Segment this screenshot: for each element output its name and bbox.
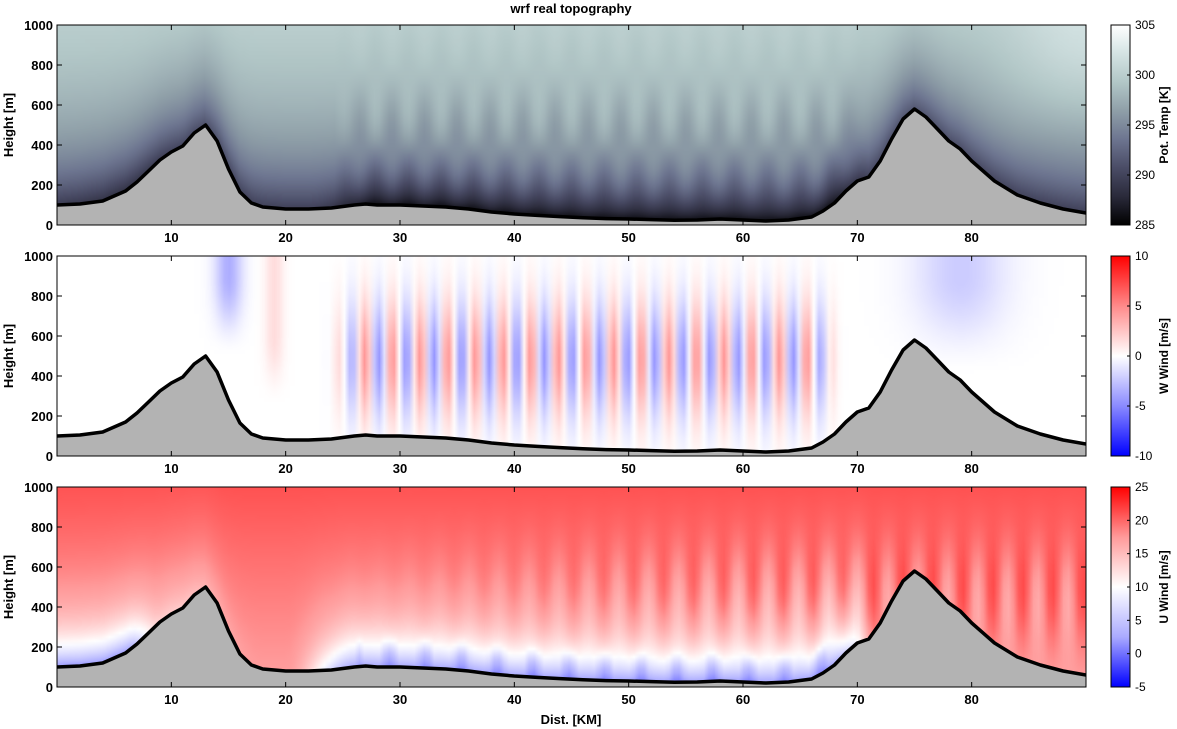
y-axis-label: Height [m] (1, 93, 16, 157)
y-axis-label: Height [m] (1, 324, 16, 388)
x-tick-label: 10 (164, 230, 178, 245)
x-tick-label: 70 (850, 230, 864, 245)
x-tick-label: 60 (736, 461, 750, 476)
y-tick-label: 200 (31, 178, 53, 193)
colorbar-tick-label: 295 (1135, 118, 1155, 132)
panel-1: 10 20 30 40 50 60 70 8002004006008001000Height … (1, 18, 1171, 245)
colorbar-tick-label: -10 (1135, 449, 1153, 463)
colorbar-tick-label: 25 (1135, 480, 1149, 494)
x-tick-label: 60 (736, 692, 750, 707)
x-tick-label: 40 (507, 230, 521, 245)
terrain-line (57, 338, 1086, 454)
y-tick-label: 1000 (24, 249, 53, 264)
colorbar-tick-label: 300 (1135, 68, 1155, 82)
colorbar-tick-label: 290 (1135, 168, 1155, 182)
x-tick-label: 50 (621, 692, 635, 707)
y-axis-label: Height [m] (1, 555, 16, 619)
colorbar: -10 -5 0 5 10 W Wind [m/s] (1110, 249, 1171, 463)
panel-2: 10 20 30 40 50 60 70 8002004006008001000Height … (1, 249, 1171, 476)
panel-3: 10 20 30 40 50 60 70 8002004006008001000Height … (1, 480, 1171, 707)
figure-title: wrf real topography (509, 1, 632, 16)
y-tick-label: 0 (46, 680, 53, 695)
colorbar-tick-label: 285 (1135, 218, 1155, 232)
x-tick-label: 80 (964, 230, 978, 245)
x-tick-label: 80 (964, 461, 978, 476)
colorbar: 285 290 295 300 305 Pot. Temp [K] (1110, 18, 1171, 232)
colorbar-tick-label: 305 (1135, 18, 1155, 32)
y-tick-label: 400 (31, 138, 53, 153)
colorbar-label: Pot. Temp [K] (1157, 86, 1171, 163)
x-tick-label: 40 (507, 692, 521, 707)
x-tick-label: 30 (393, 230, 407, 245)
colorbar-tick-label: 10 (1135, 249, 1149, 263)
x-tick-label: 80 (964, 692, 978, 707)
x-tick-label: 10 (164, 692, 178, 707)
panels: 10 20 30 40 50 60 70 8002004006008001000Height … (1, 18, 1171, 707)
x-tick-label: 20 (278, 230, 292, 245)
terrain-fill (57, 109, 1086, 225)
x-tick-label: 30 (393, 461, 407, 476)
y-tick-label: 600 (31, 329, 53, 344)
x-tick-label: 50 (621, 461, 635, 476)
y-tick-label: 600 (31, 98, 53, 113)
colorbar: -5 0 5 10 15 20 25 U Wind [m/s] (1110, 480, 1171, 694)
colorbar-label: U Wind [m/s] (1157, 550, 1171, 623)
x-tick-label: 70 (850, 461, 864, 476)
y-tick-label: 800 (31, 520, 53, 535)
x-tick-label: 30 (393, 692, 407, 707)
x-tick-label: 70 (850, 692, 864, 707)
x-tick-label: 20 (278, 692, 292, 707)
colorbar-label: W Wind [m/s] (1157, 318, 1171, 394)
colorbar-tick-label: -5 (1135, 399, 1146, 413)
y-tick-label: 400 (31, 369, 53, 384)
y-tick-label: 0 (46, 218, 53, 233)
y-tick-label: 800 (31, 58, 53, 73)
colorbar-tick-label: 5 (1135, 613, 1142, 627)
terrain-fill (57, 571, 1086, 687)
y-tick-label: 200 (31, 409, 53, 424)
axes-frame (56, 24, 1087, 226)
colorbar-tick-label: 15 (1135, 547, 1149, 561)
colorbar-tick-label: 0 (1135, 349, 1142, 363)
colorbar-tick-label: 10 (1135, 580, 1149, 594)
y-tick-label: 1000 (24, 18, 53, 33)
terrain-line (57, 107, 1086, 223)
colorbar-tick-label: 20 (1135, 513, 1149, 527)
x-tick-label: 60 (736, 230, 750, 245)
y-tick-label: 600 (31, 560, 53, 575)
x-tick-label: 50 (621, 230, 635, 245)
x-axis-label: Dist. [KM] (541, 712, 602, 727)
colorbar-tick-label: 5 (1135, 299, 1142, 313)
y-tick-label: 800 (31, 289, 53, 304)
axes-frame (56, 255, 1087, 457)
y-tick-label: 1000 (24, 480, 53, 495)
colorbar-tick-label: -5 (1135, 680, 1146, 694)
axes-frame (56, 486, 1087, 688)
terrain-line (57, 569, 1086, 685)
terrain-fill (57, 340, 1086, 456)
y-tick-label: 0 (46, 449, 53, 464)
x-tick-label: 40 (507, 461, 521, 476)
x-tick-label: 10 (164, 461, 178, 476)
colorbar-tick-label: 0 (1135, 647, 1142, 661)
y-tick-label: 400 (31, 600, 53, 615)
y-tick-label: 200 (31, 640, 53, 655)
x-tick-label: 20 (278, 461, 292, 476)
